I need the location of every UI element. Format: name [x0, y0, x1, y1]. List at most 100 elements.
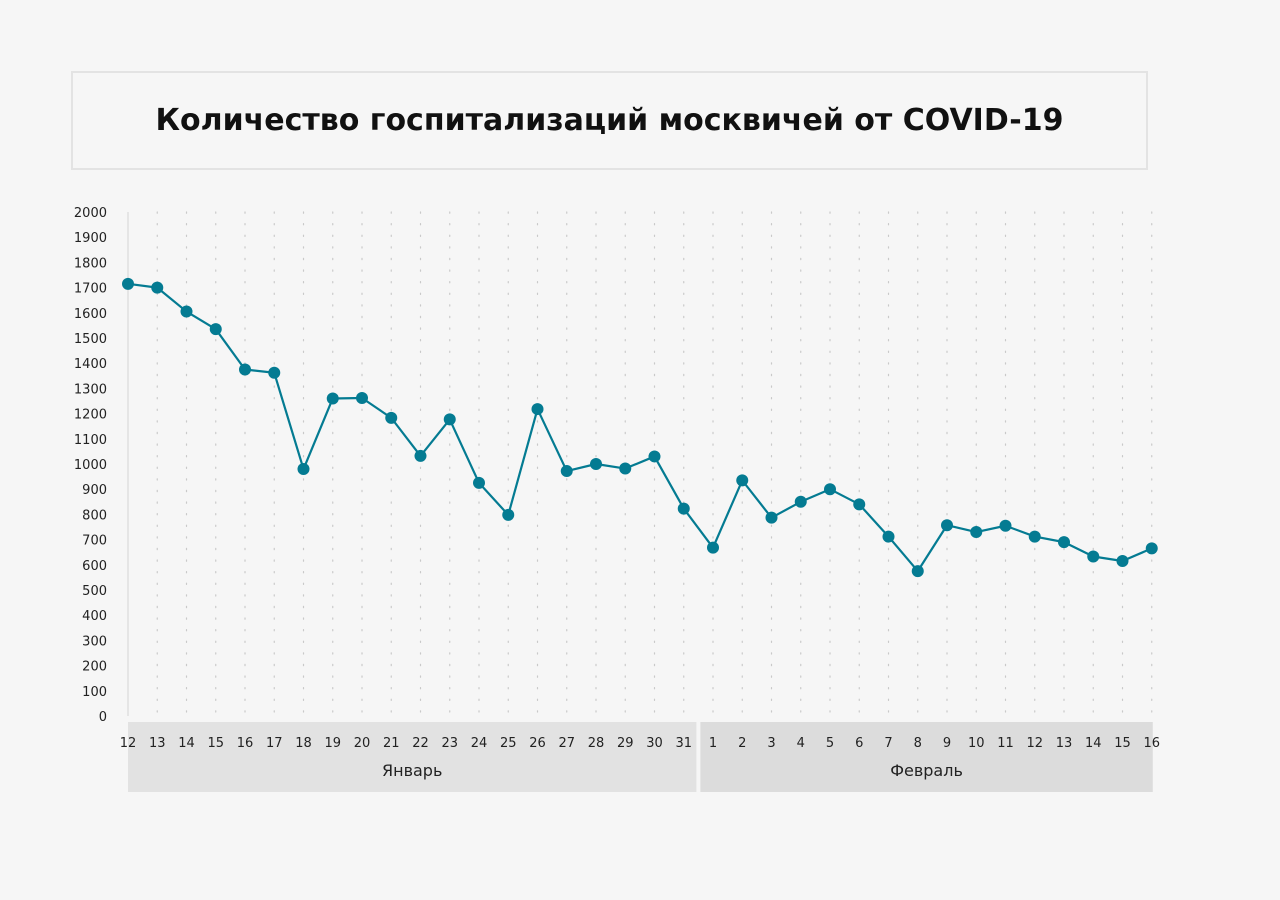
y-tick-label: 500: [82, 584, 107, 599]
data-point: [209, 323, 222, 336]
y-tick-label: 200: [82, 660, 107, 675]
x-tick-label: 23: [441, 736, 458, 751]
x-tick-label: 25: [500, 736, 517, 751]
data-point: [356, 391, 368, 404]
x-tick-label: 3: [767, 736, 775, 751]
x-tick-label: 16: [237, 736, 254, 751]
data-point: [707, 541, 719, 554]
data-point: [824, 483, 836, 496]
y-tick-label: 700: [82, 534, 107, 549]
x-tick-label: 26: [529, 736, 546, 751]
y-tick-label: 2000: [74, 206, 107, 221]
month-label: Январь: [382, 761, 442, 780]
x-tick-label: 9: [943, 736, 951, 751]
x-tick-label: 10: [968, 736, 985, 751]
y-tick-label: 1300: [74, 382, 107, 397]
x-tick-label: 11: [997, 736, 1014, 751]
x-tick-label: 28: [588, 736, 605, 751]
data-point: [1058, 536, 1070, 549]
data-point: [590, 458, 602, 470]
y-tick-label: 1200: [74, 408, 107, 423]
data-point: [941, 519, 953, 532]
y-tick-label: 1800: [74, 256, 107, 271]
x-tick-label: 13: [1056, 736, 1073, 751]
y-tick-label: 1000: [74, 458, 107, 473]
data-point: [180, 305, 193, 318]
data-point: [765, 511, 778, 524]
x-tick-label: 29: [617, 736, 634, 751]
x-tick-label: 21: [383, 736, 400, 751]
data-point: [122, 277, 134, 290]
x-tick-label: 15: [207, 736, 224, 751]
data-point: [794, 495, 807, 508]
y-tick-label: 1400: [74, 357, 107, 372]
x-tick-label: 30: [646, 736, 663, 751]
y-tick-label: 0: [99, 710, 107, 725]
data-point: [736, 474, 749, 487]
chart-title: Количество госпитализаций москвичей от C…: [155, 103, 1064, 138]
data-point: [268, 366, 281, 379]
x-tick-label: 8: [914, 736, 922, 751]
chart-title-box: Количество госпитализаций москвичей от C…: [71, 71, 1148, 170]
data-point: [239, 363, 251, 376]
month-band: [128, 722, 697, 792]
x-tick-label: 12: [1026, 736, 1043, 751]
data-point: [911, 565, 924, 578]
data-point: [999, 519, 1012, 532]
x-tick-label: 27: [558, 736, 575, 751]
x-tick-label: 19: [324, 736, 341, 751]
data-point: [151, 281, 164, 294]
data-point: [882, 530, 895, 543]
data-point: [619, 462, 632, 475]
x-tick-label: 16: [1143, 736, 1160, 751]
x-tick-label: 12: [120, 736, 137, 751]
data-point: [1087, 550, 1100, 563]
data-point: [414, 449, 427, 462]
y-tick-label: 400: [82, 609, 107, 624]
y-tick-label: 100: [82, 685, 107, 700]
x-tick-label: 17: [266, 736, 283, 751]
y-tick-label: 1100: [74, 433, 107, 448]
y-tick-label: 800: [82, 508, 107, 523]
x-tick-label: 4: [797, 736, 805, 751]
x-tick-label: 18: [295, 736, 312, 751]
y-tick-label: 600: [82, 559, 107, 574]
data-point: [853, 498, 866, 511]
x-tick-label: 14: [1085, 736, 1102, 751]
data-point: [1145, 542, 1158, 555]
data-point: [531, 403, 544, 416]
data-point: [473, 476, 485, 489]
data-point: [297, 463, 310, 476]
x-tick-label: 5: [826, 736, 834, 751]
y-tick-label: 1700: [74, 282, 107, 297]
data-point: [677, 502, 690, 515]
data-point: [443, 413, 456, 426]
x-tick-label: 2: [738, 736, 746, 751]
x-tick-label: 24: [471, 736, 488, 751]
x-tick-label: 22: [412, 736, 429, 751]
data-point: [502, 508, 515, 521]
data-point: [1116, 555, 1129, 568]
y-tick-label: 1600: [74, 307, 107, 322]
x-tick-label: 15: [1114, 736, 1131, 751]
data-point: [326, 392, 339, 405]
data-point: [560, 465, 573, 478]
y-tick-label: 1500: [74, 332, 107, 347]
data-point: [648, 450, 661, 463]
y-tick-label: 900: [82, 483, 107, 498]
x-tick-label: 20: [354, 736, 371, 751]
y-tick-label: 300: [82, 634, 107, 649]
month-band: [700, 722, 1153, 792]
data-point: [970, 526, 983, 539]
x-tick-label: 6: [855, 736, 863, 751]
series-line: [127, 282, 1153, 573]
x-tick-label: 7: [884, 736, 892, 751]
x-tick-label: 14: [178, 736, 195, 751]
data-point: [385, 411, 398, 424]
y-tick-label: 1900: [74, 231, 107, 246]
month-label: Февраль: [890, 761, 963, 780]
x-tick-label: 13: [149, 736, 166, 751]
x-tick-label: 1: [709, 736, 717, 751]
x-tick-label: 31: [675, 736, 692, 751]
